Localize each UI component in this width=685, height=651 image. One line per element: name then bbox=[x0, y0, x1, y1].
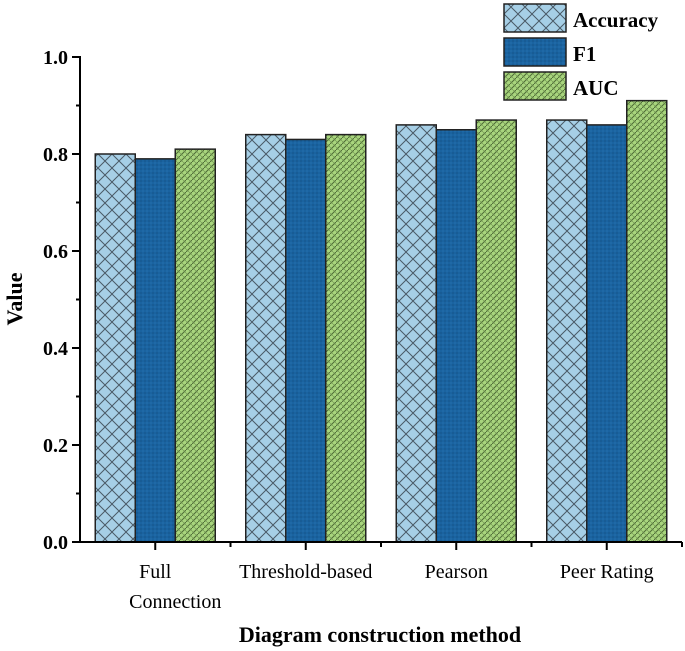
y-tick-label: 0.2 bbox=[43, 435, 68, 457]
bar-accuracy-0 bbox=[94, 153, 136, 543]
legend-swatch-auc bbox=[503, 71, 567, 101]
y-tick-label: 0.4 bbox=[43, 338, 68, 360]
bar-auc-3 bbox=[626, 99, 668, 543]
y-tick-label: 0.8 bbox=[43, 144, 68, 166]
ticks-group: 0.0 0.2 0.4 0.6 0.8 1.0 Full Connection Threshol… bbox=[43, 47, 683, 613]
y-axis-title: Value bbox=[2, 272, 27, 325]
y-tick-label: 1.0 bbox=[43, 47, 68, 69]
bars-group bbox=[94, 99, 668, 543]
legend: Accuracy F1 AUC bbox=[503, 3, 659, 101]
x-tick-label: Full bbox=[139, 561, 172, 583]
bar-accuracy-3 bbox=[546, 119, 588, 543]
y-tick-label: 0.6 bbox=[43, 241, 68, 263]
bar-f1-1 bbox=[285, 138, 327, 543]
bar-auc-0 bbox=[174, 148, 216, 543]
y-tick-label: 0.0 bbox=[43, 532, 68, 554]
bar-f1-2 bbox=[435, 129, 477, 543]
legend-label-f1: F1 bbox=[573, 42, 596, 66]
legend-label-accuracy: Accuracy bbox=[573, 8, 659, 32]
bar-f1-0 bbox=[134, 158, 176, 543]
legend-swatch-accuracy bbox=[503, 3, 567, 33]
x-tick-label: Pearson bbox=[425, 561, 488, 583]
bar-accuracy-1 bbox=[245, 133, 287, 543]
bar-auc-1 bbox=[325, 133, 367, 543]
bar-f1-3 bbox=[586, 124, 628, 543]
bar-auc-2 bbox=[475, 119, 517, 543]
legend-swatch-f1 bbox=[503, 37, 567, 67]
bar-accuracy-2 bbox=[395, 124, 437, 543]
legend-label-auc: AUC bbox=[573, 76, 619, 100]
x-tick-label: Peer Rating bbox=[560, 561, 654, 583]
x-axis-title: Diagram construction method bbox=[239, 622, 521, 647]
x-tick-label: Connection bbox=[129, 591, 221, 613]
x-tick-label: Threshold-based bbox=[239, 561, 372, 583]
